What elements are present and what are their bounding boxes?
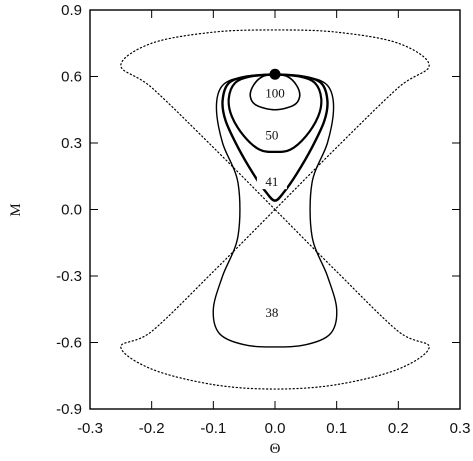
y-tick-label: 0.0 xyxy=(61,202,82,219)
series-curve-41 xyxy=(221,73,329,202)
curve-labels-group: 100 50 41 38 xyxy=(256,85,290,320)
y-tick-label: -0.9 xyxy=(56,401,82,418)
y-tick-label: -0.3 xyxy=(56,268,82,285)
x-axis-label: Θ xyxy=(270,441,281,457)
x-tick-label: 0.3 xyxy=(450,420,471,437)
y-tick-label: 0.6 xyxy=(61,69,82,86)
x-tick-label: 0.2 xyxy=(388,420,409,437)
series-curve-38 xyxy=(212,73,338,348)
series-curve-50 xyxy=(227,73,323,153)
curve-label-41: 41 xyxy=(265,174,278,189)
y-axis-label: M xyxy=(8,203,24,216)
series-group xyxy=(212,68,338,348)
y-tick-label: -0.6 xyxy=(56,335,82,352)
x-tick-label: -0.2 xyxy=(139,420,165,437)
separatrix-group xyxy=(120,29,430,390)
separatrix-line xyxy=(120,29,430,390)
x-tick-label: -0.1 xyxy=(200,420,226,437)
curve-label-100: 100 xyxy=(265,85,285,100)
curve-label-bg-100 xyxy=(260,86,290,101)
y-tick-label: 0.9 xyxy=(61,2,82,19)
curve-label-bg-41 xyxy=(256,175,287,190)
curve-label-50: 50 xyxy=(265,128,278,143)
series-curve-100 xyxy=(249,73,301,111)
curve-label-38: 38 xyxy=(265,305,278,320)
x-tick-label: -0.3 xyxy=(77,420,103,437)
y-tick-label: 0.3 xyxy=(61,135,82,152)
x-tick-label: 0.1 xyxy=(326,420,347,437)
start-point-marker xyxy=(269,68,281,80)
curve-label-bg-50 xyxy=(256,128,287,143)
curve-label-bg-38 xyxy=(256,305,287,320)
ticks-group: -0.3 -0.2 -0.1 0.0 0.1 0.2 0.3 0.9 0.6 0.3 0.0 -0.3… xyxy=(56,2,470,437)
x-tick-label: 0.0 xyxy=(265,420,286,437)
